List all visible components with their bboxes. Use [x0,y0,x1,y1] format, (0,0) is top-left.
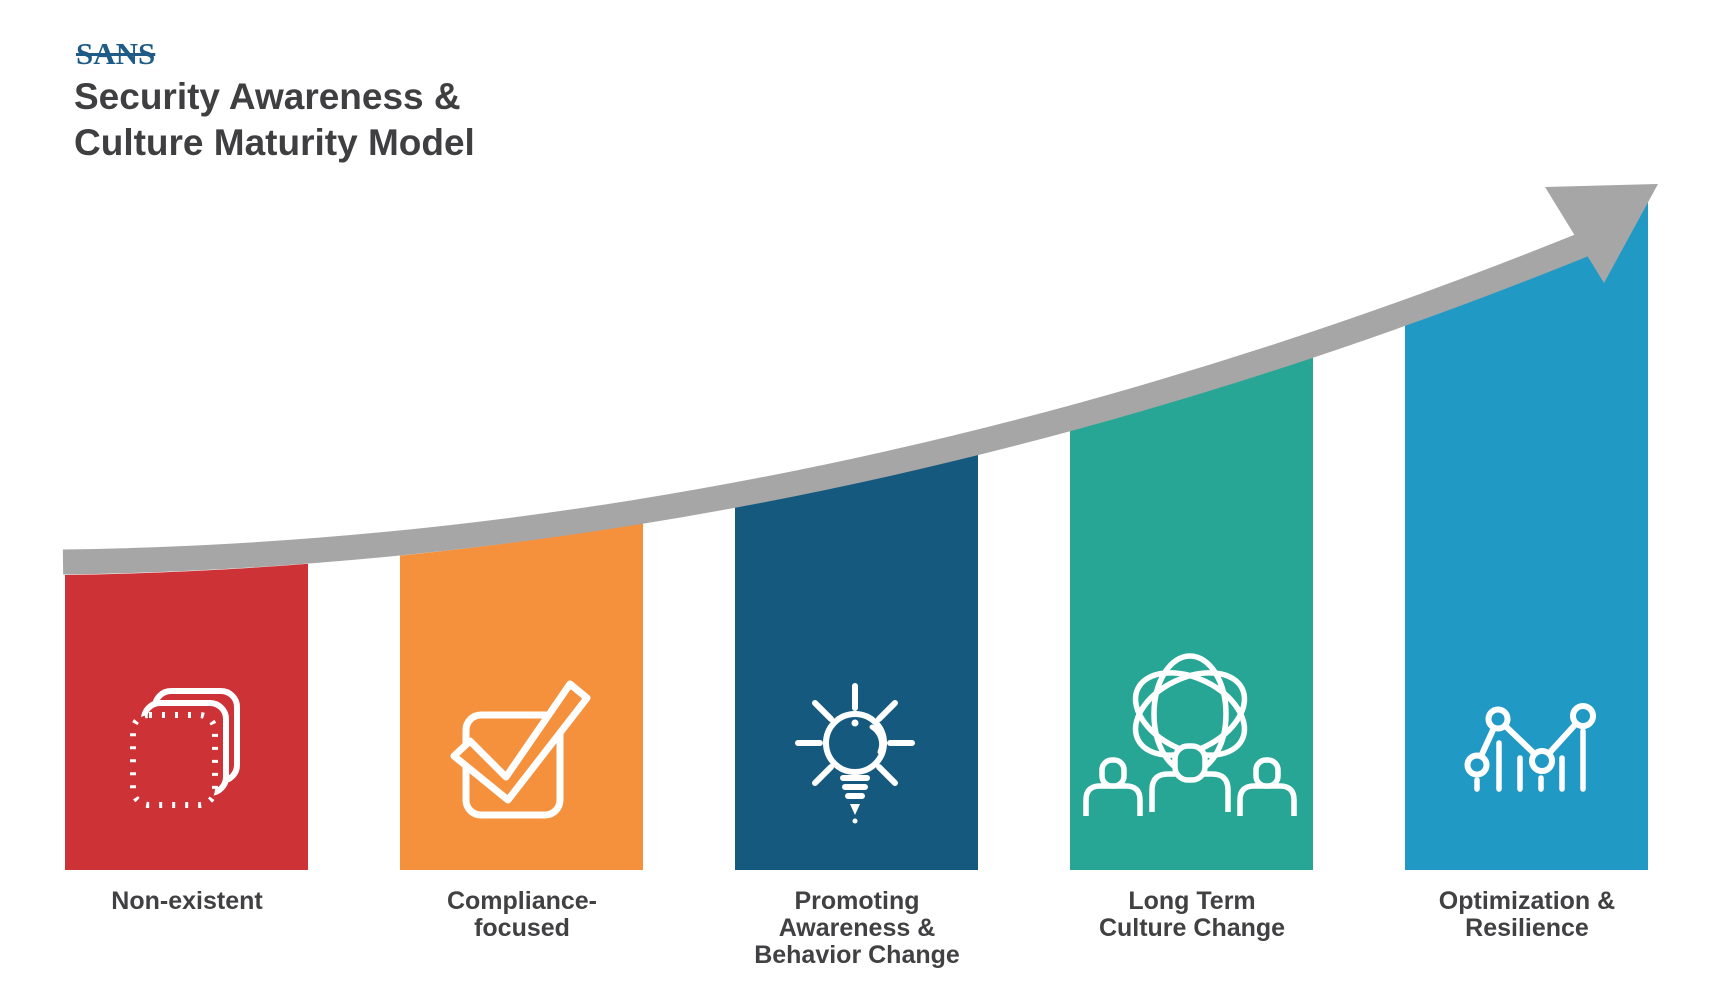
sans-logo: SANS [76,36,156,71]
growth-arrowhead [1545,184,1658,283]
growth-curve [62,232,1590,575]
stage-label-promoting-awareness: Promoting Awareness & Behavior Change [754,887,960,969]
checkbox-icon [450,680,591,819]
stacked-pages-icon [130,688,240,808]
bar-promoting-awareness [735,172,978,870]
maturity-bars [65,172,1648,870]
stage-label-non-existent: Non-existent [111,887,263,915]
stage-label-long-term-culture: Long Term Culture Change [1098,887,1286,942]
lightbulb-icon [795,683,915,824]
community-icon [1083,653,1297,816]
analytics-icon [1464,703,1596,792]
page-title: Security Awareness & Culture Maturity Mo… [74,76,475,163]
stage-label-compliance-focused: Compliance- focused [446,887,598,942]
stage-label-optimization: Optimization & Resilience [1438,887,1616,942]
